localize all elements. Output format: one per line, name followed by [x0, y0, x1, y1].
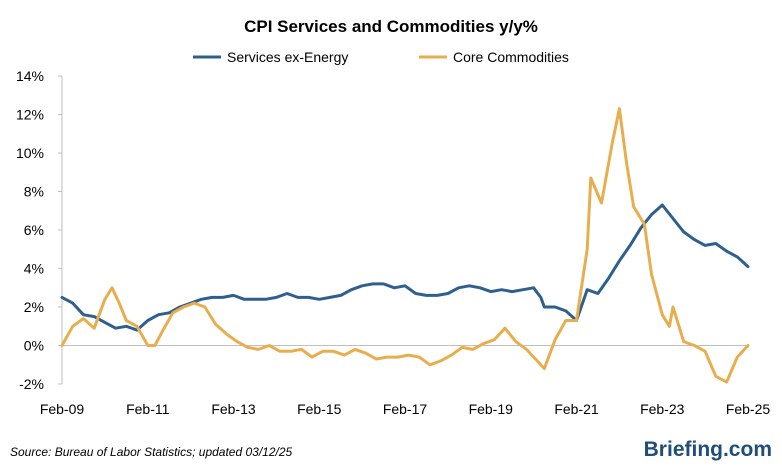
y-tick-label: 10% — [16, 145, 44, 161]
legend-label-services: Services ex-Energy — [227, 49, 348, 65]
x-tick-label: Feb-13 — [211, 401, 256, 417]
y-tick-label: 12% — [16, 107, 44, 123]
x-tick-label: Feb-25 — [726, 401, 771, 417]
brand-logo: Briefing.com — [644, 438, 772, 461]
y-tick-label: -2% — [19, 376, 44, 392]
series-line-services — [60, 203, 750, 332]
y-axis-ticks: -2% 0% 2% 4% 6% 8% 10% 12% 14% — [16, 68, 62, 392]
series-line-commodities — [60, 107, 750, 384]
source-note: Source: Bureau of Labor Statistics; upda… — [10, 445, 293, 459]
x-tick-label: Feb-21 — [554, 401, 599, 417]
y-tick-label: 0% — [24, 338, 44, 354]
legend: Services ex-Energy Core Commodities — [193, 49, 569, 65]
y-tick-label: 4% — [24, 261, 44, 277]
chart-title: CPI Services and Commodities y/y% — [244, 17, 538, 36]
legend-label-commodities: Core Commodities — [453, 49, 569, 65]
y-tick-label: 14% — [16, 68, 44, 84]
y-tick-label: 8% — [24, 184, 44, 200]
x-tick-label: Feb-15 — [297, 401, 342, 417]
x-tick-label: Feb-23 — [640, 401, 685, 417]
x-tick-label: Feb-11 — [126, 401, 170, 417]
x-tick-label: Feb-17 — [383, 401, 428, 417]
y-tick-label: 2% — [24, 299, 44, 315]
x-tick-label: Feb-09 — [40, 401, 85, 417]
y-tick-label: 6% — [24, 222, 44, 238]
x-axis-ticks: Feb-09 Feb-11 Feb-13 Feb-15 Feb-17 Feb-19 Feb-… — [40, 401, 771, 417]
series-lines — [60, 107, 750, 384]
x-tick-label: Feb-19 — [469, 401, 514, 417]
